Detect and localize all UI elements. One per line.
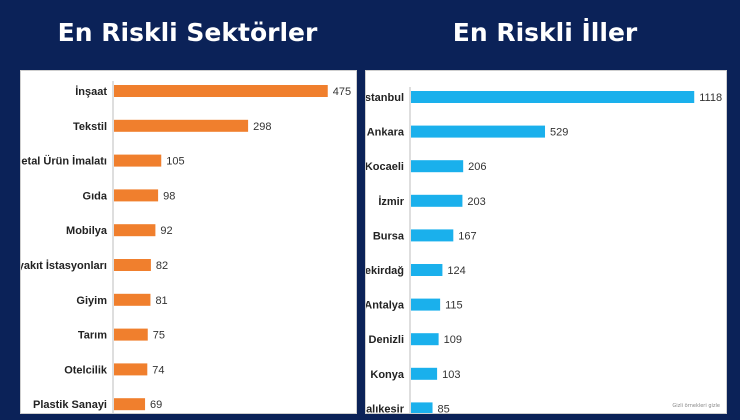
value-label: 85 bbox=[438, 403, 450, 413]
category-label: Ankara bbox=[367, 127, 405, 139]
bar bbox=[114, 119, 249, 132]
bar bbox=[411, 264, 443, 276]
category-label: Metal Ürün İmalatı bbox=[21, 155, 107, 168]
bar bbox=[411, 194, 463, 207]
category-label: Gıda bbox=[83, 190, 108, 202]
category-label: Otelcilik bbox=[64, 364, 108, 376]
category-label: İstanbul bbox=[366, 91, 404, 104]
value-label: 475 bbox=[333, 86, 351, 98]
bar bbox=[411, 333, 439, 346]
category-label: Plastik Sanayi bbox=[33, 399, 107, 411]
bar bbox=[114, 259, 151, 271]
value-label: 98 bbox=[163, 190, 175, 202]
category-label: Antalya bbox=[366, 300, 405, 312]
category-label: Balıkesir bbox=[366, 403, 405, 413]
value-label: 92 bbox=[160, 225, 172, 237]
sectors-chart-title: En Riskli Sektörler bbox=[57, 18, 318, 47]
value-label: 69 bbox=[150, 399, 162, 411]
provinces-bar-chart: İstanbul 1118 Ankara 529 Kocaeli 206 İzmir 203 B… bbox=[366, 87, 722, 413]
bar bbox=[114, 224, 156, 237]
value-label: 124 bbox=[447, 265, 465, 277]
category-label: Denizli bbox=[369, 334, 404, 346]
bar bbox=[114, 293, 151, 306]
bar bbox=[114, 189, 159, 202]
bar bbox=[411, 367, 438, 380]
value-label: 167 bbox=[458, 230, 476, 242]
bar bbox=[411, 160, 464, 173]
provinces-chart-title: En Riskli İller bbox=[452, 18, 638, 47]
value-label: 75 bbox=[153, 330, 165, 342]
bar bbox=[114, 154, 162, 167]
sectors-chart-panel: İnşaat 475 Tekstil 298 Metal Ürün İmalatı 105… bbox=[20, 70, 357, 414]
category-label: Mobilya bbox=[66, 225, 108, 237]
category-label: İnşaat bbox=[75, 85, 107, 98]
category-label: Bursa bbox=[373, 230, 405, 242]
bar bbox=[114, 328, 148, 341]
sectors-bar-chart: İnşaat 475 Tekstil 298 Metal Ürün İmalatı 105… bbox=[21, 81, 351, 413]
category-label: Tekirdağ bbox=[366, 265, 404, 277]
value-label: 109 bbox=[444, 334, 462, 346]
bar bbox=[114, 363, 148, 376]
value-label: 105 bbox=[166, 156, 184, 168]
value-label: 298 bbox=[253, 121, 271, 133]
category-label: Tekstil bbox=[73, 121, 107, 133]
value-label: 74 bbox=[152, 364, 164, 376]
category-label: İzmir bbox=[378, 195, 404, 208]
bar bbox=[411, 91, 695, 103]
category-label: Konya bbox=[370, 369, 405, 381]
value-label: 206 bbox=[468, 161, 486, 173]
value-label: 103 bbox=[442, 369, 460, 381]
bar bbox=[411, 298, 441, 311]
watermark-text: Gizli örnekleri gizle bbox=[672, 403, 720, 409]
value-label: 1118 bbox=[699, 92, 722, 104]
bar bbox=[411, 125, 546, 138]
category-label: Kocaeli bbox=[366, 161, 404, 173]
value-label: 81 bbox=[155, 295, 167, 307]
value-label: 115 bbox=[445, 300, 463, 312]
value-label: 82 bbox=[156, 260, 168, 272]
value-label: 529 bbox=[550, 127, 568, 139]
bar bbox=[411, 229, 454, 242]
bar bbox=[114, 398, 146, 411]
category-label: Tarım bbox=[78, 330, 107, 342]
category-label: Akaryakıt İstasyonları bbox=[21, 259, 107, 272]
bar bbox=[114, 85, 328, 97]
category-label: Giyim bbox=[76, 295, 107, 307]
bar bbox=[411, 402, 433, 413]
provinces-chart-panel: İstanbul 1118 Ankara 529 Kocaeli 206 İzmir 203 B… bbox=[365, 70, 727, 414]
value-label: 203 bbox=[467, 196, 485, 208]
